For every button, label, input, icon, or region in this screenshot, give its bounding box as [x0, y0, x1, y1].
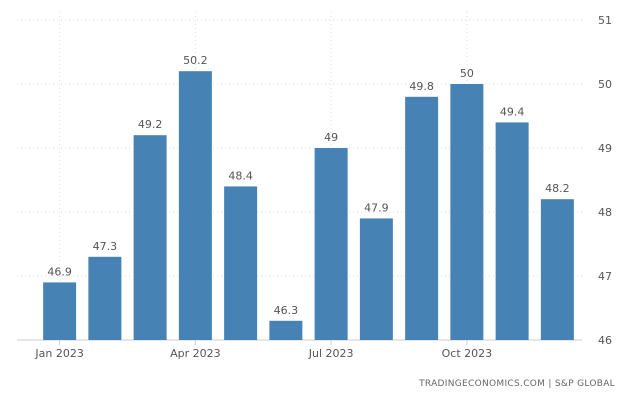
- bar-8: [359, 218, 393, 340]
- y-tick-label: 51: [598, 14, 612, 27]
- data-label-8: 47.9: [364, 201, 389, 214]
- data-label-10: 50: [460, 67, 474, 80]
- bar-3: [133, 135, 167, 340]
- y-tick-label: 47: [598, 270, 612, 283]
- data-label-11: 49.4: [500, 105, 525, 118]
- bar-1: [43, 282, 77, 340]
- data-label-4: 50.2: [183, 54, 208, 67]
- data-label-7: 49: [324, 131, 338, 144]
- bar-12: [540, 199, 574, 340]
- data-label-12: 48.2: [545, 182, 570, 195]
- x-tick-label: Jan 2023: [34, 347, 83, 360]
- bar-10: [450, 84, 484, 340]
- bar-6: [269, 320, 303, 340]
- data-label-3: 49.2: [138, 118, 163, 131]
- data-label-5: 48.4: [228, 169, 253, 182]
- x-tick-label: Oct 2023: [442, 347, 493, 360]
- y-tick-label: 46: [598, 334, 612, 347]
- x-tick-label: Jul 2023: [308, 347, 354, 360]
- y-axis: 46 47 48 49 50 51: [598, 14, 612, 347]
- data-labels: 46.9 47.3 49.2 50.2 48.4 46.3 49 47.9 49.8 50 49.4…: [47, 54, 569, 317]
- bar-series: [43, 71, 574, 341]
- y-tick-label: 48: [598, 206, 612, 219]
- source-footer: TRADINGECONOMICS.COM | S&P GLOBAL: [418, 379, 615, 389]
- bar-4: [178, 71, 212, 340]
- bar-5: [224, 186, 258, 340]
- data-label-6: 46.3: [274, 304, 299, 317]
- bar-2: [88, 256, 122, 340]
- data-label-9: 49.8: [409, 80, 434, 93]
- data-label-1: 46.9: [47, 265, 72, 278]
- y-tick-label: 50: [598, 78, 612, 91]
- data-label-2: 47.3: [93, 240, 118, 253]
- bar-7: [314, 148, 348, 340]
- x-tick-label: Apr 2023: [170, 347, 221, 360]
- y-tick-label: 49: [598, 142, 612, 155]
- x-axis: Jan 2023 Apr 2023 Jul 2023 Oct 2023: [34, 340, 492, 360]
- bar-11: [495, 122, 529, 341]
- bar-9: [405, 96, 439, 340]
